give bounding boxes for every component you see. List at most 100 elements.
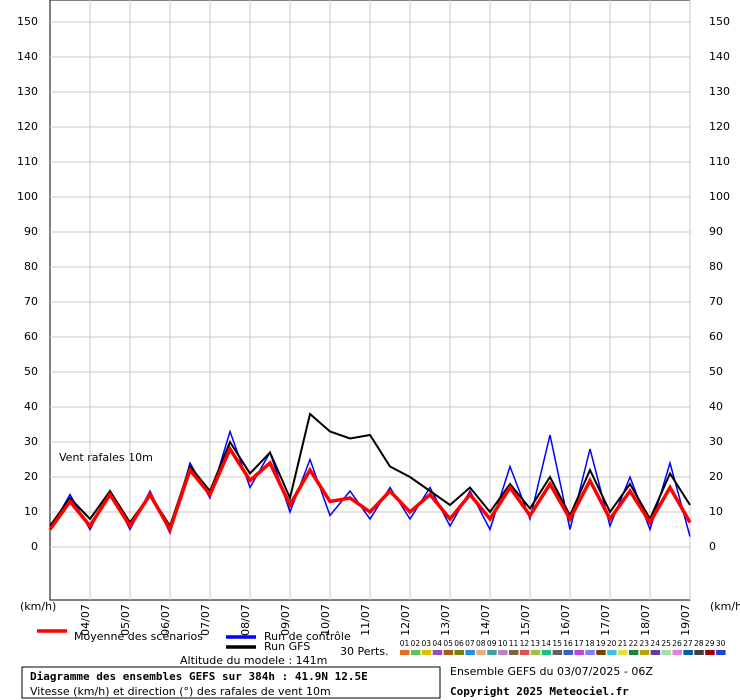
perturbation-label: 03 <box>422 639 432 648</box>
x-tick-label: 07/07 <box>199 604 212 636</box>
y-tick-label: 40 <box>709 400 723 413</box>
y-tick-label: 20 <box>24 470 38 483</box>
perturbation-swatch <box>705 650 715 655</box>
chart-title: Diagramme des ensembles GEFS sur 384h : … <box>30 670 368 683</box>
perturbation-swatch <box>498 650 508 655</box>
x-tick-label: 12/07 <box>399 604 412 636</box>
x-tick-label: 09/07 <box>279 604 292 636</box>
y-tick-label: 60 <box>709 330 723 343</box>
perturbation-label: 02 <box>411 639 421 648</box>
perturbation-swatch <box>541 650 552 655</box>
x-tick-label: 04/07 <box>79 604 92 636</box>
perturbation-label: 12 <box>520 639 530 648</box>
perturbation-label: 05 <box>443 639 453 648</box>
x-tick-label: 18/07 <box>639 604 652 636</box>
perturbation-label: 04 <box>432 639 442 648</box>
perturbations-label: 30 Perts. <box>340 645 389 658</box>
perturbation-label: 14 <box>541 639 551 648</box>
series-line <box>48 445 692 534</box>
title-box <box>21 666 441 699</box>
perturbation-swatch <box>716 650 726 655</box>
perturbation-label: 01 <box>400 639 410 648</box>
perturbation-swatch <box>454 650 464 655</box>
perturbation-swatch <box>628 650 639 655</box>
perturbation-label: 17 <box>574 639 584 648</box>
y-tick-label: 120 <box>709 120 730 133</box>
perturbation-swatch <box>683 650 693 655</box>
legend-label: Moyenne des scénarios <box>74 630 203 643</box>
perturbation-label: 07 <box>465 639 475 648</box>
perturbation-swatch <box>421 650 432 655</box>
perturbation-swatch <box>552 650 563 655</box>
perturbation-swatch <box>476 650 486 655</box>
perturbation-label: 13 <box>531 639 541 648</box>
legend-label: Run de contrôle <box>264 630 351 643</box>
y-tick-label: 10 <box>24 505 38 518</box>
perturbation-swatch <box>410 650 421 655</box>
legend-label: Run GFS <box>264 640 310 653</box>
perturbation-label: 26 <box>672 639 682 648</box>
y-tick-label: 90 <box>709 225 723 238</box>
y-tick-label: 10 <box>709 505 723 518</box>
perturbation-swatch <box>519 650 530 655</box>
y-tick-label: 30 <box>709 435 723 448</box>
y-tick-label: 140 <box>17 50 38 63</box>
x-tick-label: 17/07 <box>599 604 612 636</box>
y-tick-label: 0 <box>31 540 38 553</box>
perturbation-label: 21 <box>618 639 628 648</box>
perturbation-swatch <box>607 650 617 655</box>
perturbation-label: 23 <box>640 639 650 648</box>
y-unit: (km/h) <box>710 600 740 613</box>
perturbation-swatch <box>465 650 475 655</box>
perturbation-swatch <box>639 650 650 655</box>
perturbation-swatch <box>661 650 672 655</box>
perturbation-swatch <box>650 650 661 655</box>
perturbation-label: 06 <box>454 639 464 648</box>
y-tick-label: 30 <box>24 435 38 448</box>
perturbation-label: 09 <box>487 639 497 648</box>
y-tick-label: 110 <box>709 155 730 168</box>
perturbation-swatch <box>400 650 410 655</box>
x-tick-label: 06/07 <box>159 604 172 636</box>
y-tick-label: 80 <box>24 260 38 273</box>
perturbation-label: 22 <box>629 639 639 648</box>
x-tick-label: 10/07 <box>319 604 332 636</box>
y-unit: (km/h) <box>20 600 56 613</box>
perturbation-swatch <box>487 650 497 655</box>
perturbation-label: 10 <box>498 639 508 648</box>
perturbation-swatch <box>618 650 628 655</box>
y-tick-label: 150 <box>17 15 38 28</box>
run-info: Ensemble GEFS du 03/07/2025 - 06Z <box>450 665 653 678</box>
x-tick-label: 13/07 <box>439 604 452 636</box>
x-tick-label: 19/07 <box>679 604 692 636</box>
y-tick-label: 40 <box>24 400 38 413</box>
x-tick-label: 05/07 <box>119 604 132 636</box>
perturbation-label: 25 <box>661 639 671 648</box>
altitude: Altitude du modele : 141m <box>180 654 327 667</box>
perturbation-swatch <box>694 650 704 655</box>
chart-subtitle: Vitesse (km/h) et direction (°) des rafa… <box>30 685 331 698</box>
y-tick-label: 150 <box>709 15 730 28</box>
perturbation-swatch <box>509 650 519 655</box>
x-tick-label: 11/07 <box>359 604 372 636</box>
perturbation-swatch <box>672 650 682 655</box>
perturbation-swatch <box>563 650 573 655</box>
perturbation-label: 28 <box>694 639 704 648</box>
y-tick-label: 80 <box>709 260 723 273</box>
x-tick-label: 16/07 <box>559 604 572 636</box>
perturbation-label: 15 <box>552 639 562 648</box>
y-tick-label: 100 <box>17 190 38 203</box>
y-tick-label: 20 <box>709 470 723 483</box>
y-tick-label: 60 <box>24 330 38 343</box>
perturbation-label: 19 <box>596 639 606 648</box>
y-tick-label: 130 <box>17 85 38 98</box>
y-tick-label: 0 <box>709 540 716 553</box>
y-tick-label: 50 <box>709 365 723 378</box>
y-tick-label: 90 <box>24 225 38 238</box>
y-tick-label: 50 <box>24 365 38 378</box>
perturbation-swatch <box>585 650 595 655</box>
copyright: Copyright 2025 Meteociel.fr <box>450 685 629 698</box>
x-tick-label: 08/07 <box>239 604 252 636</box>
perturbation-label: 24 <box>650 639 660 648</box>
